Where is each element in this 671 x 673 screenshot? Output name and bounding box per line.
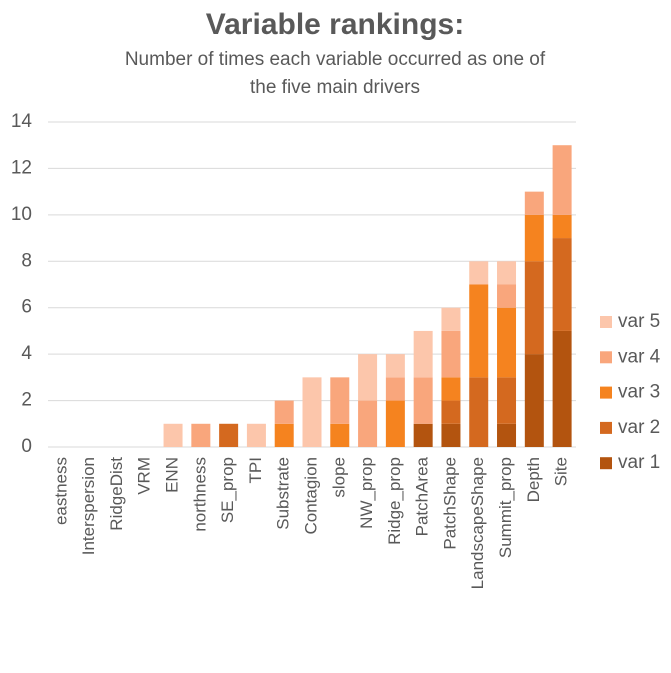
bar-segment (441, 400, 461, 424)
bar-segment (552, 145, 572, 215)
bar-segment (191, 423, 211, 447)
x-tick-label: RidgeDist (107, 457, 126, 531)
x-tick-label: northness (190, 457, 209, 532)
bar-segment (524, 214, 544, 262)
x-tick-label: slope (329, 457, 348, 498)
x-tick-label: eastness (51, 457, 70, 525)
x-tick-label: Summit_prop (496, 457, 515, 558)
bar-segment (441, 307, 461, 331)
bar-segment (524, 191, 544, 215)
bar-segment (385, 377, 405, 401)
x-tick-label: Site (552, 457, 571, 486)
bar-segment (469, 377, 489, 447)
chart-subtitle: the five main drivers (250, 77, 420, 98)
bar-segment (552, 214, 572, 239)
x-tick-label: TPI (246, 457, 265, 483)
bar-segment (552, 238, 572, 331)
x-tick-label: PatchArea (413, 456, 432, 536)
bar-segment (441, 330, 461, 378)
bar-segment (385, 354, 405, 378)
x-tick-label: VRM (135, 457, 154, 495)
legend-label: var 2 (618, 417, 660, 438)
bar-segment (358, 400, 378, 447)
y-tick-label: 4 (21, 343, 32, 364)
y-tick-label: 2 (21, 390, 32, 411)
x-tick-label: PatchShape (440, 457, 459, 550)
x-tick-label: LandscapeShape (468, 457, 487, 589)
chart-subtitle: Number of times each variable occurred a… (125, 49, 546, 70)
bar-segment (413, 423, 433, 447)
x-tick-label: Contagion (301, 457, 320, 535)
bar-segment (330, 377, 350, 424)
x-tick-label: SE_prop (218, 457, 237, 523)
y-tick-label: 12 (11, 157, 32, 178)
y-tick-label: 8 (21, 250, 32, 271)
bar-segment (524, 354, 544, 447)
bar-segment (497, 377, 517, 424)
bar-segment (497, 261, 517, 285)
bar-segment (441, 423, 461, 447)
bar-segment (274, 423, 294, 447)
bar-segment (413, 377, 433, 424)
y-tick-label: 6 (21, 297, 32, 318)
bar-segment (302, 377, 322, 447)
bar-segment (413, 330, 433, 378)
bar-segment (469, 261, 489, 285)
y-tick-label: 14 (11, 111, 33, 132)
x-tick-label: Interspersion (79, 457, 98, 555)
bar-segment (274, 400, 294, 424)
legend-swatch (600, 386, 612, 399)
legend-label: var 1 (618, 452, 660, 473)
bar-segment (330, 423, 350, 447)
bar-segment (163, 423, 183, 447)
legend-label: var 4 (618, 346, 661, 367)
x-tick-label: ENN (163, 457, 182, 493)
bar-segment (552, 330, 572, 447)
x-tick-label: NW_prop (357, 457, 376, 529)
bar-segment (246, 423, 266, 447)
bar-segment (524, 261, 544, 355)
bar-segment (385, 400, 405, 447)
bar-segment (469, 284, 489, 378)
bar-segment (497, 307, 517, 378)
legend-label: var 5 (618, 311, 660, 332)
x-tick-label: Ridge_prop (385, 457, 404, 545)
legend-label: var 3 (618, 382, 660, 403)
legend-swatch (600, 316, 612, 328)
bar-segment (441, 377, 461, 401)
x-tick-label: Depth (524, 457, 543, 502)
chart-title: Variable rankings: (206, 8, 464, 41)
bar-segment (497, 284, 517, 308)
legend-swatch (600, 351, 612, 364)
bar-segment (358, 354, 378, 401)
legend-swatch (600, 457, 612, 470)
legend-swatch (600, 421, 612, 434)
y-tick-label: 0 (21, 436, 32, 457)
y-tick-label: 10 (11, 204, 32, 225)
x-tick-label: Substrate (274, 457, 293, 530)
bar-segment (497, 423, 517, 447)
bar-segment (219, 423, 239, 447)
